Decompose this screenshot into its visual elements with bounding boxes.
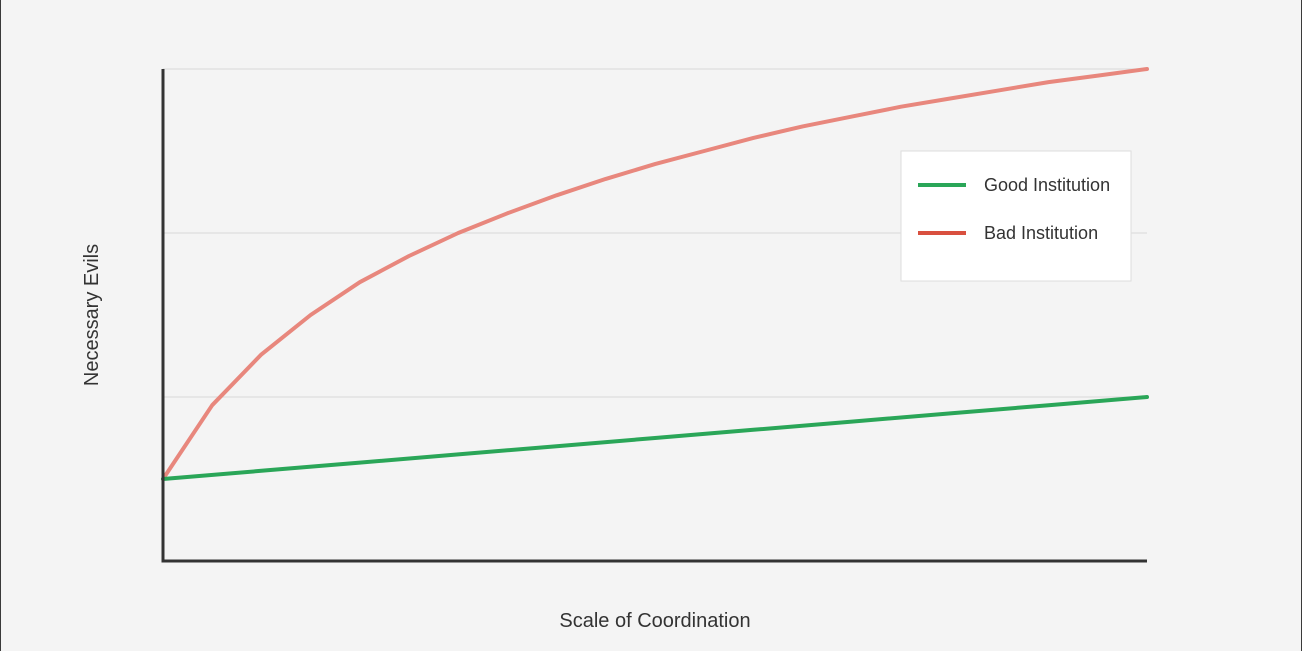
y-axis-title: Necessary Evils bbox=[81, 244, 103, 386]
legend-label-good-institution: Good Institution bbox=[984, 175, 1110, 195]
legend-label-bad-institution: Bad Institution bbox=[984, 223, 1098, 243]
x-axis-title: Scale of Coordination bbox=[559, 610, 750, 632]
legend: Good Institution Bad Institution bbox=[900, 150, 1132, 282]
series-group bbox=[161, 67, 1149, 481]
series-line-bad-institution bbox=[161, 67, 1149, 481]
series-line-good-institution bbox=[161, 395, 1149, 481]
legend-box bbox=[900, 150, 1132, 282]
axes-group bbox=[161, 69, 1147, 563]
